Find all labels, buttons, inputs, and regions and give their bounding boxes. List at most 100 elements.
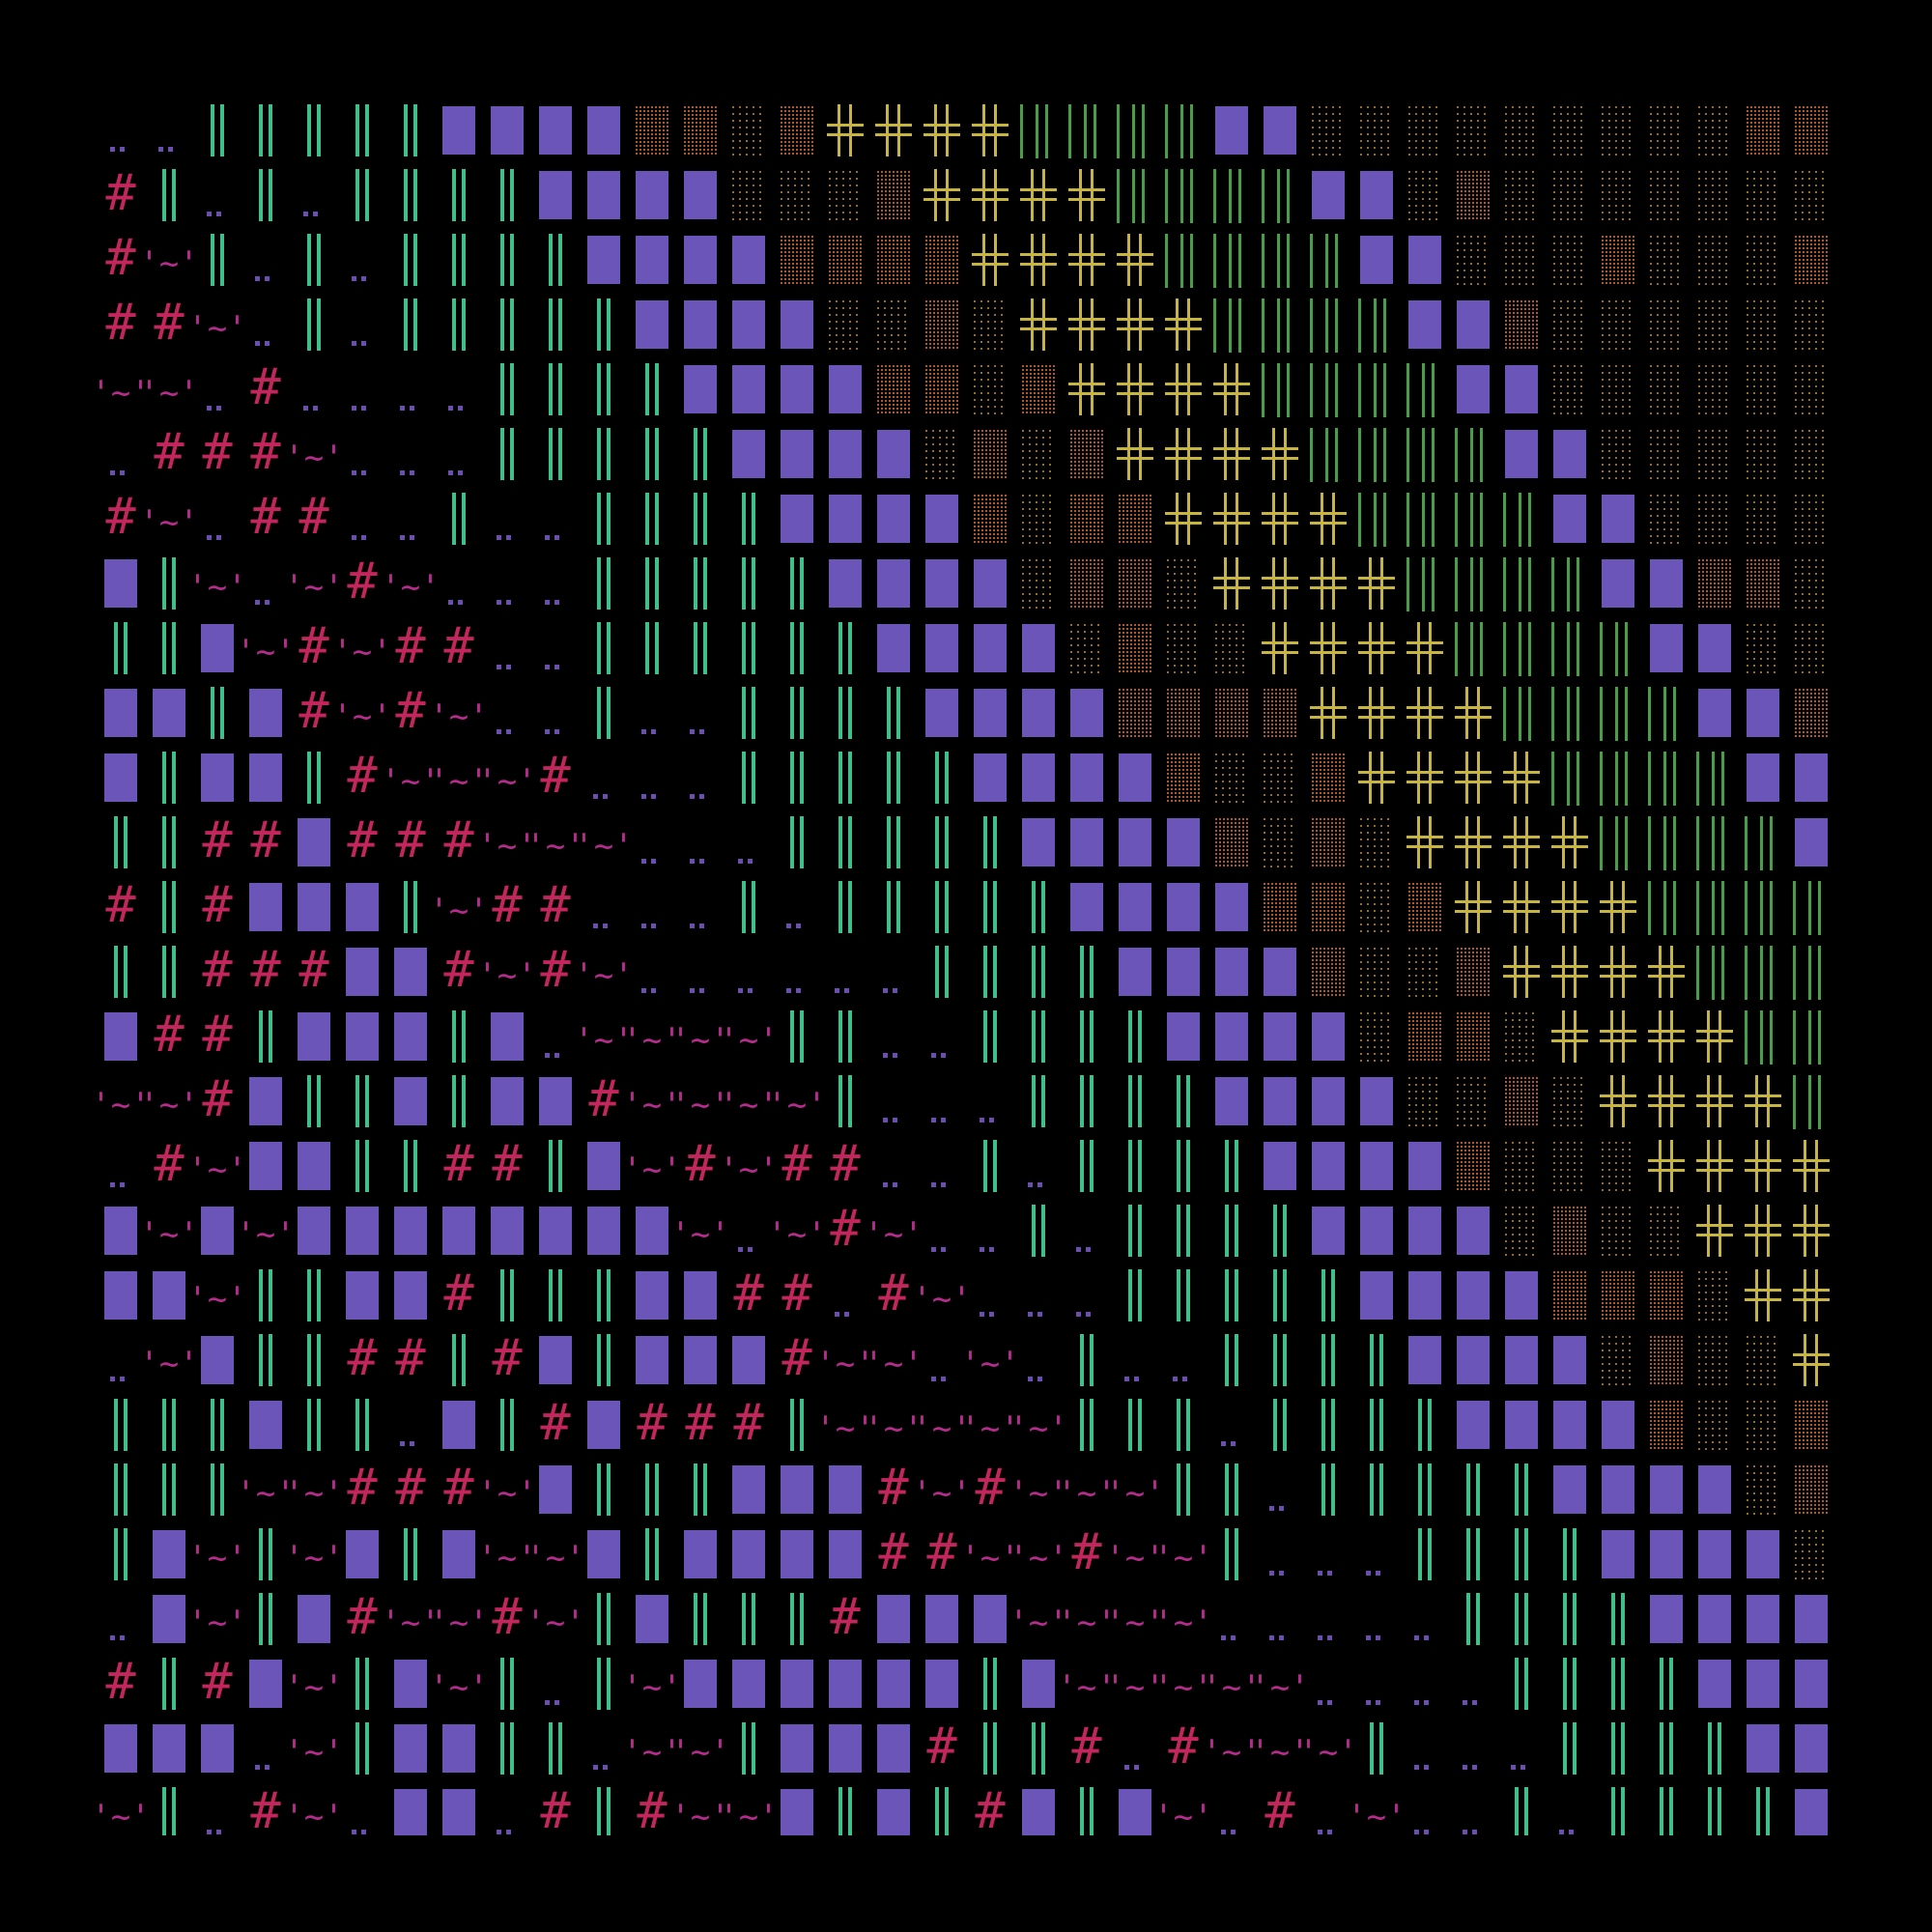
hash-glyph-icon: # xyxy=(202,1070,233,1128)
box-cross-icon xyxy=(1745,1224,1781,1227)
double-bar-glyph-icon xyxy=(1515,1658,1519,1710)
stipple-block-icon xyxy=(1602,495,1634,543)
stipple-block-icon xyxy=(1457,1336,1490,1384)
bar-stripes-icon xyxy=(1760,946,1763,1000)
dots-glyph-icon xyxy=(554,1700,559,1705)
double-bar-glyph-icon xyxy=(703,428,707,480)
box-cross-icon xyxy=(1804,1334,1806,1386)
double-bar-glyph-icon xyxy=(597,1334,601,1386)
box-cross-icon xyxy=(1455,900,1492,903)
wave-glyph-icon: '~' xyxy=(1153,1668,1212,1707)
dots-glyph-icon xyxy=(989,1312,994,1317)
stipple-block-icon xyxy=(298,1012,330,1061)
double-bar-glyph-icon xyxy=(838,1010,842,1063)
sparse-dot-icon xyxy=(1698,1336,1727,1385)
hash-glyph-icon: # xyxy=(540,1782,571,1835)
double-bar-glyph-icon xyxy=(269,1528,272,1580)
bar-stripes-icon xyxy=(1213,169,1216,223)
double-bar-glyph-icon xyxy=(124,622,128,674)
hash-glyph-icon: # xyxy=(637,1394,668,1452)
box-cross-icon xyxy=(1117,392,1153,395)
double-bar-glyph-icon xyxy=(993,816,997,868)
box-cross-icon xyxy=(1551,1039,1588,1042)
box-cross-icon xyxy=(1804,1205,1806,1257)
wave-glyph-icon: '~' xyxy=(1057,1668,1116,1707)
double-bar-glyph-icon xyxy=(790,622,794,674)
dots-glyph-icon xyxy=(1269,1635,1274,1640)
dots-glyph-icon xyxy=(796,923,801,928)
dots-glyph-icon xyxy=(1414,1635,1419,1640)
box-cross-icon xyxy=(1815,1205,1818,1257)
stipple-block-icon xyxy=(1795,1595,1828,1643)
sparse-dot-icon xyxy=(1553,365,1582,414)
bar-stripes-icon xyxy=(1663,816,1666,870)
double-bar-glyph-icon xyxy=(1524,1593,1528,1645)
stipple-block-icon xyxy=(829,495,862,543)
wave-glyph-icon: '~' xyxy=(1105,1604,1164,1642)
dots-glyph-icon xyxy=(748,1247,753,1252)
dots-glyph-icon xyxy=(690,859,695,864)
double-bar-glyph-icon xyxy=(1041,1075,1045,1127)
double-bar-glyph-icon xyxy=(114,1528,118,1580)
dots-glyph-icon xyxy=(110,1635,115,1640)
stipple-block-icon xyxy=(1698,1465,1731,1514)
box-cross-icon xyxy=(1503,900,1540,903)
double-bar-glyph-icon xyxy=(462,234,466,286)
sparse-dot-icon xyxy=(1457,1077,1486,1126)
bar-stripes-icon xyxy=(1335,363,1338,417)
bar-stripes-icon xyxy=(1696,816,1699,870)
box-cross-icon xyxy=(1465,816,1468,868)
box-cross-icon xyxy=(1562,1010,1565,1063)
dots-glyph-icon xyxy=(1559,1830,1564,1834)
bar-stripes-icon xyxy=(1818,1075,1821,1129)
double-bar-glyph-icon xyxy=(800,1010,804,1063)
double-bar-glyph-icon xyxy=(742,1593,746,1645)
box-cross-icon xyxy=(1236,363,1238,415)
stipple-block-icon xyxy=(829,1530,862,1578)
double-bar-glyph-icon xyxy=(259,1593,263,1645)
dots-glyph-icon xyxy=(120,470,125,475)
dense-dot-icon xyxy=(1167,689,1200,737)
box-cross-icon xyxy=(1213,383,1250,385)
box-cross-icon xyxy=(1187,493,1190,545)
bar-stripes-icon xyxy=(1262,298,1264,353)
dots-glyph-icon xyxy=(506,535,511,540)
double-bar-glyph-icon xyxy=(172,752,176,804)
dots-glyph-icon xyxy=(1366,1700,1371,1705)
dots-glyph-icon xyxy=(1221,1635,1226,1640)
double-bar-glyph-icon xyxy=(114,1399,118,1451)
double-bar-glyph-icon xyxy=(887,752,891,804)
dots-glyph-icon xyxy=(352,470,356,475)
sparse-dot-icon xyxy=(1747,1401,1776,1450)
double-bar-glyph-icon xyxy=(1177,1205,1180,1257)
double-bar-glyph-icon xyxy=(1128,1269,1132,1321)
bar-stripes-icon xyxy=(1277,298,1280,353)
bar-stripes-icon xyxy=(1663,752,1666,806)
hash-glyph-icon: # xyxy=(637,1782,668,1835)
stipple-block-icon xyxy=(1795,1724,1828,1773)
double-bar-glyph-icon xyxy=(510,1269,514,1321)
dots-glyph-icon xyxy=(651,859,656,864)
bar-stripes-icon xyxy=(1663,687,1666,741)
stipple-block-icon xyxy=(732,1465,765,1514)
hash-glyph-icon: # xyxy=(781,1329,812,1387)
bar-stripes-icon xyxy=(1084,104,1087,158)
box-cross-icon xyxy=(1696,1159,1733,1162)
stipple-block-icon xyxy=(442,1401,475,1449)
double-bar-glyph-icon xyxy=(607,1658,611,1710)
bar-stripes-icon xyxy=(1262,234,1264,288)
dots-glyph-icon xyxy=(255,600,260,605)
wave-glyph-icon: '~' xyxy=(429,1668,488,1707)
box-cross-icon xyxy=(1284,557,1287,610)
bar-stripes-icon xyxy=(1432,428,1435,482)
sparse-dot-icon xyxy=(1698,1271,1727,1321)
bar-stripes-icon xyxy=(1770,1010,1773,1065)
double-bar-glyph-icon xyxy=(848,881,852,933)
box-cross-icon xyxy=(1369,557,1372,610)
wave-glyph-icon: '~' xyxy=(1298,1733,1357,1772)
double-bar-glyph-icon xyxy=(1379,1334,1383,1386)
box-cross-icon xyxy=(1117,383,1153,385)
wave-glyph-icon: '~' xyxy=(284,1474,343,1513)
hash-glyph-icon: # xyxy=(105,1653,136,1711)
dots-glyph-icon xyxy=(1366,1635,1371,1640)
